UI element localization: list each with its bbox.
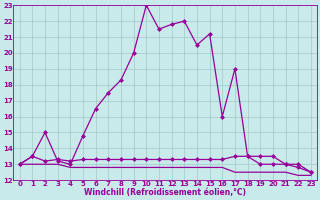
X-axis label: Windchill (Refroidissement éolien,°C): Windchill (Refroidissement éolien,°C) — [84, 188, 246, 197]
